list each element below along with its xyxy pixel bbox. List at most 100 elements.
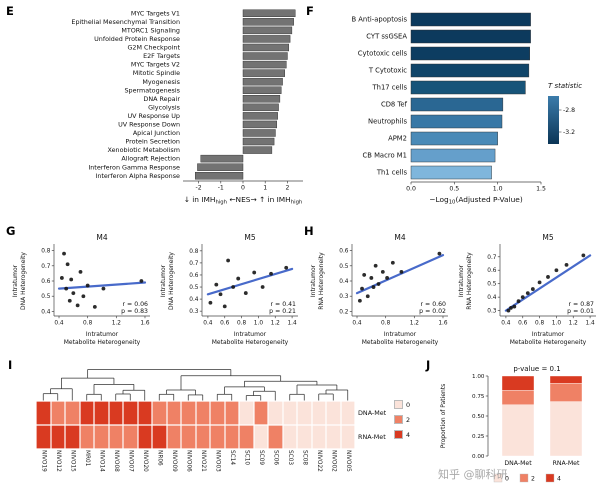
- svg-text:0.5: 0.5: [487, 282, 497, 288]
- heatmap-cell: [137, 401, 152, 425]
- heatmap-cell: [282, 425, 297, 449]
- svg-text:0.6: 0.6: [518, 321, 528, 327]
- svg-text:0.4: 0.4: [41, 309, 51, 315]
- heatmap-cell: [224, 425, 239, 449]
- heatmap-cell: [340, 425, 355, 449]
- svg-text:0.4: 0.4: [352, 321, 362, 327]
- panel-j-svg: p-value = 0.1 0.00 0.25 0.50 0.75 1.00 DNA-Met…: [440, 365, 583, 483]
- heatmap-legend-item: 4: [394, 430, 410, 439]
- svg-text:G2M Checkpoint: G2M Checkpoint: [127, 44, 180, 52]
- heatmap-cell: [239, 401, 254, 425]
- heatmap-column-label: SC08: [301, 450, 308, 466]
- svg-text:M4: M4: [394, 233, 405, 242]
- scatter-rna-m5: M5 0.4 0.6 0.8 1.0 1.2 1.4 0.3 0.4 0.5 0.6 0.7 r = 0…: [454, 230, 600, 362]
- heatmap-cell: [166, 425, 181, 449]
- svg-text:Intratumor: Intratumor: [234, 331, 267, 338]
- svg-text:APM2: APM2: [388, 135, 407, 143]
- svg-text:0.8: 0.8: [535, 321, 545, 327]
- svg-text:CYT ssGSEA: CYT ssGSEA: [366, 33, 407, 41]
- svg-text:0.3: 0.3: [189, 309, 199, 315]
- svg-text:r = 0.60: r = 0.60: [421, 301, 447, 308]
- svg-text:Xenobiotic Metabolism: Xenobiotic Metabolism: [108, 146, 181, 154]
- svg-text:E2F Targets: E2F Targets: [143, 52, 181, 60]
- svg-text:0: 0: [241, 185, 245, 192]
- svg-text:RNA Heterogeneity: RNA Heterogeneity: [466, 252, 473, 310]
- heatmap-cell: [239, 425, 254, 449]
- heatmap-cell: [210, 401, 225, 425]
- svg-text:0.8: 0.8: [83, 321, 93, 327]
- heatmap-cell: [123, 401, 138, 425]
- heatmap-cell: [166, 401, 181, 425]
- svg-text:0.6: 0.6: [41, 279, 51, 285]
- heatmap-column-label: NIVO05: [345, 450, 351, 472]
- svg-text:RNA-Met: RNA-Met: [553, 460, 580, 467]
- svg-text:p = 0.01: p = 0.01: [567, 308, 594, 315]
- heatmap-cell: [94, 425, 109, 449]
- svg-text:DNA-Met: DNA-Met: [504, 460, 532, 467]
- heatmap-column-label: NIVO07: [127, 450, 134, 472]
- proportion-stacked-bar-chart: p-value = 0.1 0.00 0.25 0.50 0.75 1.00 DNA-Met…: [436, 362, 598, 489]
- panel-label-i: I: [8, 358, 13, 372]
- heatmap-cell: [50, 401, 65, 425]
- heatmap-cell: [36, 425, 51, 449]
- heatmap-cell: [65, 401, 80, 425]
- svg-text:Intratumor: Intratumor: [86, 331, 119, 338]
- svg-text:0.6: 0.6: [339, 249, 349, 255]
- heatmap-cell: [123, 425, 138, 449]
- svg-text:1.6: 1.6: [140, 321, 150, 327]
- heatmap-cell: [79, 425, 94, 449]
- svg-text:0.5: 0.5: [339, 264, 349, 270]
- chartF-svg: B Anti-apoptosis CYT ssGSEA Cytotoxic cell…: [351, 12, 582, 206]
- svg-text:Protein Secretion: Protein Secretion: [125, 138, 180, 146]
- svg-text:M5: M5: [244, 233, 255, 242]
- svg-text:Neutrophils: Neutrophils: [368, 118, 407, 126]
- heatmap-cell: [268, 425, 283, 449]
- svg-text:1.4: 1.4: [585, 321, 595, 327]
- nes-bar-chart: MYC Targets V1 Epithelial Mesenchymal Tra…: [12, 4, 308, 223]
- svg-text:-3.2: -3.2: [563, 129, 575, 136]
- heatmap-cell: [311, 425, 326, 449]
- svg-text:4: 4: [557, 476, 561, 483]
- panel-label-g: G: [6, 224, 16, 238]
- svg-text:0.4: 0.4: [339, 279, 349, 285]
- svg-text:DNA Heterogeneity: DNA Heterogeneity: [168, 252, 175, 310]
- heatmap-column-label: NR06: [156, 450, 163, 466]
- svg-text:0.5: 0.5: [189, 285, 199, 291]
- svg-text:0.4: 0.4: [203, 321, 213, 327]
- heatmap-cell: [195, 425, 210, 449]
- heatmap-column-label: NIVO14: [98, 450, 105, 472]
- svg-text:Unfolded Protein Response: Unfolded Protein Response: [94, 35, 180, 43]
- heatmap-cell: [181, 401, 196, 425]
- heatmap-legend-item: 0: [394, 400, 410, 409]
- svg-text:−Log10(Adjusted P-Value): −Log10(Adjusted P-Value): [429, 195, 523, 206]
- heatmap-cell: [224, 401, 239, 425]
- heatmap-cell: [108, 425, 123, 449]
- heatmap-cell: [268, 401, 283, 425]
- chartG2-svg: M5 0.4 0.6 0.8 1.0 1.2 1.4 0.3 0.4 0.5 0.6 0.7 0.8 r …: [160, 233, 298, 346]
- svg-text:0.5: 0.5: [449, 186, 459, 193]
- svg-text:r = 0.06: r = 0.06: [123, 301, 149, 308]
- svg-text:p = 0.21: p = 0.21: [269, 308, 296, 315]
- heatmap-cell: [94, 401, 109, 425]
- svg-text:Allograft Rejection: Allograft Rejection: [121, 155, 180, 163]
- svg-text:0.4: 0.4: [54, 321, 64, 327]
- heatmap-column-labels: NIVO19 NIVO12 NIVO15 MR01 NIVO14 NIVO08 NIVO07…: [36, 450, 355, 488]
- svg-text:MTORC1 Signaling: MTORC1 Signaling: [121, 26, 180, 34]
- svg-text:0.8: 0.8: [189, 249, 199, 255]
- svg-text:-2: -2: [195, 185, 201, 192]
- heatmap-column-label: NIVO21: [200, 450, 206, 472]
- svg-text:1.2: 1.2: [271, 321, 281, 327]
- heatmap-column-label: SC10: [243, 450, 250, 466]
- heatmap-cell: [36, 401, 51, 425]
- scatter-dna-m5: M5 0.4 0.6 0.8 1.0 1.2 1.4 0.3 0.4 0.5 0.6 0.7 0.8 r …: [156, 230, 302, 362]
- svg-text:Myogenesis: Myogenesis: [142, 78, 180, 86]
- svg-text:0.7: 0.7: [41, 264, 51, 270]
- heatmap-cell: [79, 401, 94, 425]
- svg-text:DNA Heterogeneity: DNA Heterogeneity: [20, 252, 27, 310]
- svg-text:Intratumor: Intratumor: [532, 331, 565, 338]
- svg-text:0.4: 0.4: [501, 321, 511, 327]
- heatmap-cell: [326, 425, 341, 449]
- svg-text:Intratumor: Intratumor: [12, 264, 19, 297]
- svg-text:M4: M4: [96, 233, 107, 242]
